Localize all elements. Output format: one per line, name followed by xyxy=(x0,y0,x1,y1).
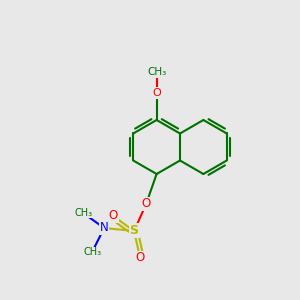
Text: O: O xyxy=(136,251,145,265)
Text: S: S xyxy=(130,224,139,238)
Text: O: O xyxy=(142,197,151,211)
Text: CH₃: CH₃ xyxy=(83,247,101,257)
Text: CH₃: CH₃ xyxy=(147,67,166,77)
Text: O: O xyxy=(109,209,118,223)
Text: CH₃: CH₃ xyxy=(74,208,92,218)
Text: N: N xyxy=(100,221,109,235)
Text: O: O xyxy=(152,88,161,98)
